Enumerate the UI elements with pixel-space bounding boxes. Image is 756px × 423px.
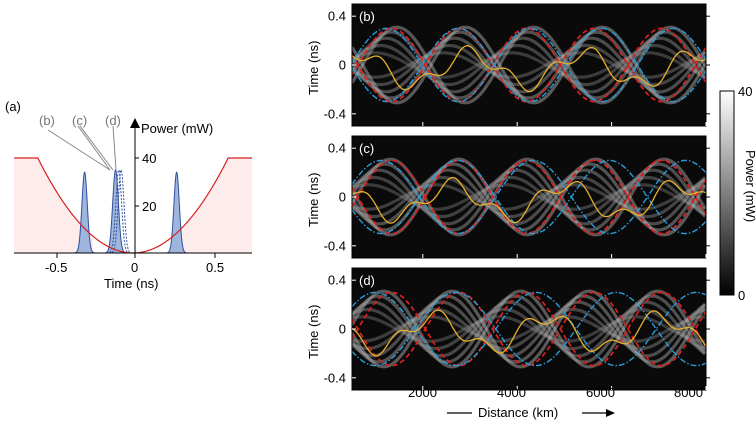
- colorbar-gradient: [719, 90, 735, 296]
- ytick-label-40: 40: [142, 151, 156, 166]
- callout-d: (d): [105, 113, 121, 128]
- heatmap-background: [352, 268, 706, 390]
- blue-trajectory: [351, 159, 707, 235]
- heatmap-streak: [351, 51, 706, 79]
- heatmap-streak: [351, 315, 706, 343]
- maps-ylabel: Time (ns): [306, 173, 321, 227]
- callout-line-c: [79, 125, 114, 171]
- panel-label: (c): [359, 141, 374, 156]
- heatmap-streak: [351, 307, 706, 351]
- colorbar-min: 0: [738, 288, 745, 303]
- y-axis-arrow: [130, 118, 140, 128]
- heatmap-streak: [351, 51, 706, 79]
- xlabel-arrowhead: [606, 409, 615, 417]
- xtick-label-05: 0.5: [206, 260, 224, 275]
- red-trajectory: [351, 291, 707, 367]
- maps-ylabel: Time (ns): [306, 41, 321, 95]
- red-trajectory: [351, 159, 707, 235]
- ytick-label: 0: [339, 322, 346, 337]
- ytick-label: 0.4: [328, 141, 346, 156]
- red-trajectory: [351, 27, 707, 103]
- callout-b: (b): [39, 113, 55, 128]
- heatmap-streak: [350, 36, 707, 94]
- xtick-label-4000: 4000: [497, 385, 526, 400]
- xtick-label-neg05: -0.5: [45, 260, 67, 275]
- xtick-label-8000: 8000: [674, 385, 703, 400]
- heatmap-streak: [351, 183, 706, 211]
- ytick-label: -0.4: [324, 106, 346, 121]
- gold-centroid: [351, 176, 707, 224]
- gold-centroid: [351, 309, 707, 357]
- panel-a-label: (a): [5, 99, 21, 114]
- heatmap-streak: [351, 307, 706, 351]
- xtick-label-6000: 6000: [586, 385, 615, 400]
- heatmap-streak: [351, 175, 706, 219]
- ytick-label: 0.4: [328, 9, 346, 24]
- heatmap-streak: [350, 157, 707, 237]
- ytick-label: -0.4: [324, 238, 346, 253]
- heatmap-streak: [350, 43, 707, 87]
- gold-centroid: [351, 45, 707, 93]
- shade-right: [172, 158, 252, 253]
- heatmap-streak: [350, 157, 707, 237]
- heatmap-background: [352, 4, 706, 126]
- heatmap-streak: [350, 30, 707, 100]
- red-trajectory: [351, 159, 707, 235]
- ytick-label-20: 20: [142, 199, 156, 214]
- colorbar: 40 0 Power (mW): [719, 84, 756, 303]
- ytick-label: 0: [339, 190, 346, 205]
- heatmap-streak: [351, 315, 706, 343]
- blue-trajectory: [351, 27, 707, 103]
- heatmap-streak: [350, 168, 707, 226]
- heatmap-streak: [350, 294, 707, 364]
- blue-trajectory: [351, 27, 707, 103]
- callout-line-b: [77, 125, 111, 171]
- callout-line-d: [112, 125, 117, 171]
- panel-a: 40 20 -0.5 0 0.5 (a) Power (mW) Time (ns…: [5, 99, 252, 291]
- panel-a-xlabel: Time (ns): [104, 276, 158, 291]
- heatmap-streak: [350, 168, 707, 226]
- blue-trajectory: [351, 291, 707, 367]
- blue-trajectory: [351, 159, 707, 235]
- heatmap-background: [352, 136, 706, 258]
- maps-ylabel: Time (ns): [306, 305, 321, 359]
- panel-label: (b): [359, 9, 375, 24]
- heatmap-streak: [351, 183, 706, 211]
- panel-a-ylabel: Power (mW): [141, 121, 213, 136]
- maps-xlabel: Distance (km): [478, 405, 558, 420]
- ytick-label: 0.4: [328, 273, 346, 288]
- colorbar-label: Power (mW): [743, 150, 756, 222]
- callout-line-b2: [47, 129, 111, 171]
- xtick-label-0: 0: [131, 260, 138, 275]
- shared-x-axis: 2000 4000 6000 8000 Distance (km): [408, 385, 703, 420]
- ytick-label: -0.4: [324, 370, 346, 385]
- xtick-label-2000: 2000: [408, 385, 437, 400]
- heatmap-streak: [350, 30, 707, 100]
- shade-left: [14, 158, 94, 253]
- ytick-label: 0: [339, 58, 346, 73]
- colorbar-max: 40: [738, 84, 752, 99]
- red-trajectory: [351, 291, 707, 367]
- heatmap-streak: [351, 175, 706, 219]
- panel-label: (d): [359, 273, 375, 288]
- callout-c: (c): [72, 113, 87, 128]
- red-trajectory: [351, 27, 707, 103]
